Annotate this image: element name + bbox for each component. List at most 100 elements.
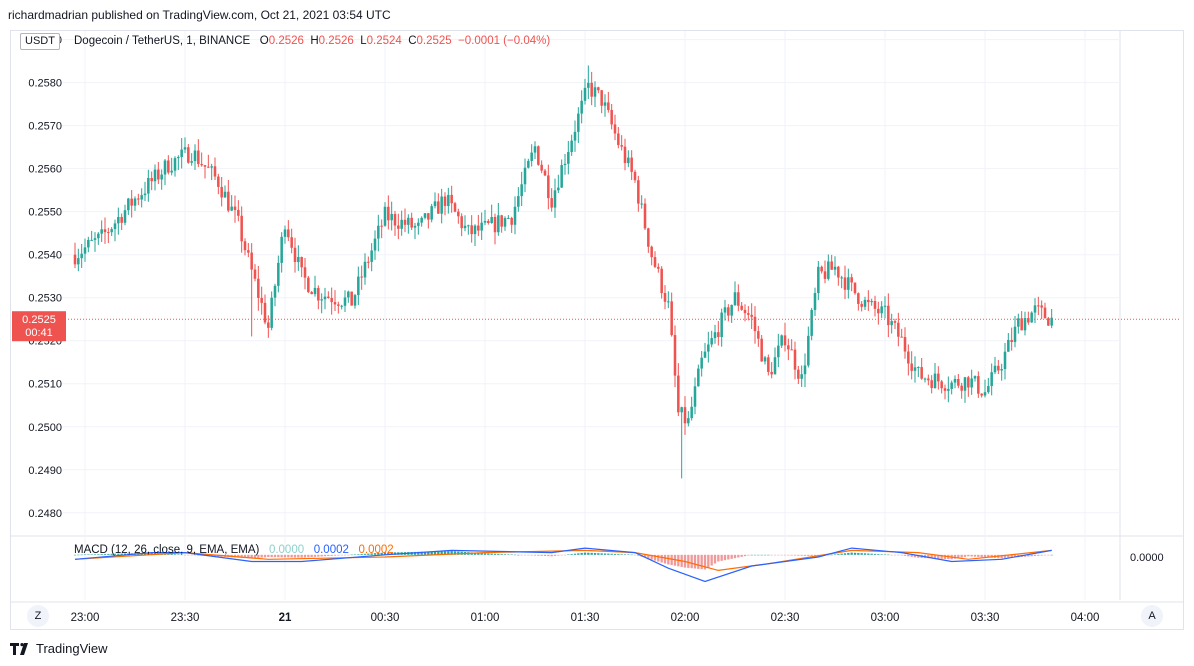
candle-body — [103, 229, 107, 233]
candle-body — [830, 261, 833, 270]
candle-body — [1047, 318, 1050, 326]
candle-body — [870, 301, 873, 303]
macd-signal-value: 0.0002 — [358, 544, 394, 556]
time-tick-label: 23:00 — [71, 612, 100, 624]
candle-body — [143, 193, 147, 196]
macd-histogram-bar — [213, 554, 217, 557]
macd-histogram-bar — [880, 554, 883, 555]
candle-body — [983, 392, 987, 396]
macd-histogram-bar — [503, 554, 507, 555]
candle-body — [837, 266, 840, 278]
price-tick-label: 0.2580 — [28, 78, 62, 90]
macd-histogram-bar — [80, 554, 83, 556]
candle-body — [480, 222, 483, 231]
macd-label[interactable]: MACD (12, 26, close, 9, EMA, EMA) — [74, 544, 260, 556]
macd-histogram-bar — [357, 554, 360, 555]
macd-histogram-bar — [1050, 554, 1053, 556]
macd-histogram-bar — [853, 552, 857, 555]
candle-body — [423, 213, 427, 218]
candle-body — [877, 308, 880, 314]
candle-body — [747, 313, 750, 315]
macd-histogram-bar — [570, 554, 573, 555]
candle-body — [980, 393, 983, 396]
macd-histogram-bar — [753, 554, 757, 556]
macd-histogram-bar — [963, 554, 967, 557]
candle-body — [477, 225, 480, 231]
candle-body — [420, 217, 423, 223]
timezone-button[interactable]: Z — [27, 605, 49, 627]
macd-histogram-bar — [580, 552, 583, 555]
candle-body — [447, 194, 450, 206]
candle-body — [657, 266, 660, 269]
macd-histogram-bar — [1007, 554, 1010, 558]
candle-body — [460, 216, 463, 229]
macd-histogram-bar — [613, 553, 617, 555]
candle-body — [1030, 312, 1033, 323]
macd-histogram-bar — [607, 553, 610, 555]
candle-body — [717, 332, 720, 338]
candle-body — [340, 305, 343, 307]
candle-body — [217, 176, 220, 187]
candle-body — [663, 292, 667, 302]
candle-body — [110, 229, 113, 233]
candle-body — [880, 306, 883, 314]
candle-body — [627, 157, 630, 164]
macd-histogram-bar — [980, 554, 983, 558]
macd-histogram-bar — [547, 554, 550, 557]
macd-histogram-bar — [1000, 554, 1003, 559]
candle-body — [840, 277, 843, 279]
candle-body — [873, 301, 877, 309]
candle-body — [673, 335, 677, 376]
auto-scale-button[interactable]: A — [1141, 605, 1163, 627]
macd-histogram-bar — [767, 554, 770, 556]
macd-histogram-bar — [180, 554, 183, 556]
macd-histogram-bar — [887, 554, 890, 556]
candle-body — [277, 262, 280, 286]
candle-body — [243, 241, 247, 251]
currency-badge[interactable]: USDT — [20, 33, 60, 50]
candle-body — [563, 163, 567, 166]
symbol-name[interactable]: Dogecoin / TetherUS, 1, BINANCE — [74, 35, 251, 47]
macd-histogram-bar — [263, 554, 267, 558]
candle-body — [620, 145, 623, 147]
candle-body — [630, 157, 633, 172]
macd-histogram-bar — [187, 554, 190, 556]
macd-signal-line — [74, 549, 1052, 572]
candle-body — [490, 216, 493, 224]
candle-body — [160, 174, 163, 180]
candle-body — [280, 236, 283, 263]
macd-histogram-bar — [810, 554, 813, 556]
candle-body — [507, 217, 510, 219]
macd-histogram-bar — [77, 554, 80, 556]
macd-histogram-bar — [330, 554, 333, 556]
high-label: H — [310, 35, 319, 47]
candle-body — [950, 382, 953, 389]
macd-histogram-bar — [860, 553, 863, 555]
candle-body — [970, 378, 973, 388]
macd-histogram-bar — [303, 554, 307, 558]
candle-body — [383, 206, 387, 226]
macd-histogram-bar — [657, 554, 660, 562]
macd-histogram-bar — [620, 554, 623, 555]
tradingview-brand: TradingView — [10, 641, 108, 656]
candle-body — [173, 158, 177, 171]
candle-body — [990, 372, 993, 387]
candle-body — [437, 201, 440, 214]
macd-histogram-bar — [343, 554, 347, 556]
macd-histogram-bar — [533, 554, 537, 556]
candle-body — [227, 191, 230, 211]
candle-body — [257, 278, 260, 298]
candle-body — [1027, 318, 1030, 323]
macd-histogram-bar — [703, 554, 707, 570]
macd-histogram-bar — [903, 554, 907, 556]
candle-body — [453, 203, 457, 212]
macd-histogram-bar — [740, 554, 743, 557]
time-tick-label: 00:30 — [371, 612, 400, 624]
macd-histogram-bar — [870, 553, 873, 555]
macd-histogram-bar — [1047, 554, 1050, 556]
macd-histogram-bar — [550, 554, 553, 557]
candle-body — [337, 304, 340, 306]
macd-histogram-bar — [373, 553, 377, 555]
time-tick-label: 01:00 — [471, 612, 500, 624]
